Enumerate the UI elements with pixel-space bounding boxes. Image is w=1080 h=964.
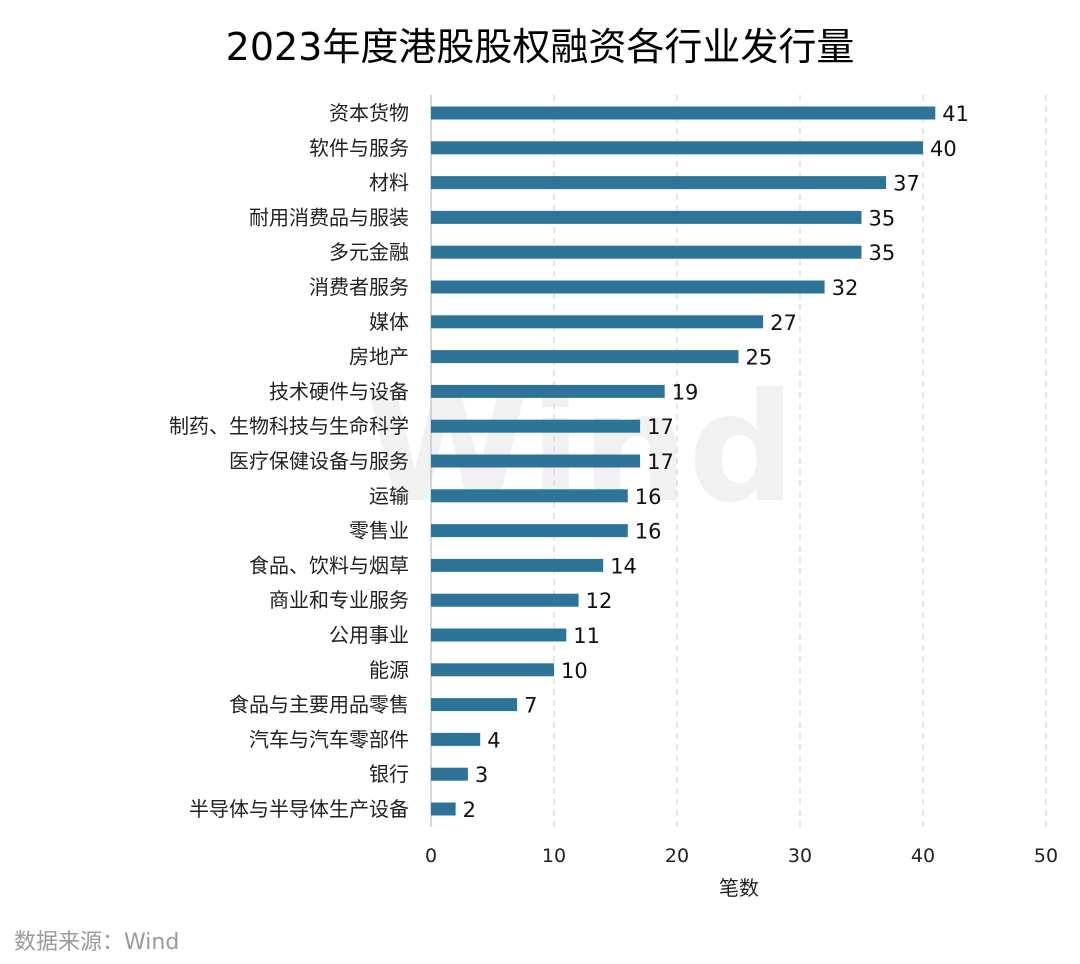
value-label: 10 — [561, 659, 588, 683]
value-label: 41 — [942, 102, 969, 126]
value-label: 27 — [770, 311, 797, 335]
bar — [431, 732, 481, 746]
category-label: 食品、饮料与烟草 — [249, 553, 409, 577]
category-label: 公用事业 — [329, 623, 409, 647]
category-label: 银行 — [369, 762, 409, 786]
bar — [431, 141, 923, 155]
category-label: 资本货物 — [329, 101, 409, 125]
bar — [431, 767, 468, 781]
category-label: 制药、生物科技与生命科学 — [169, 414, 409, 438]
bar — [431, 384, 665, 398]
category-label: 房地产 — [349, 345, 409, 369]
value-label: 11 — [573, 624, 600, 648]
bar — [431, 593, 579, 607]
bar — [431, 315, 764, 329]
value-label: 35 — [869, 241, 896, 265]
category-label: 半导体与半导体生产设备 — [189, 797, 409, 821]
x-axis-ticks: 0 10 20 30 40 50 — [425, 845, 1058, 867]
category-label: 耐用消费品与服装 — [249, 205, 409, 229]
value-label: 3 — [475, 763, 488, 787]
chart-title: 2023年度港股股权融资各行业发行量 — [226, 25, 855, 69]
value-label: 37 — [893, 172, 920, 196]
category-label: 运输 — [369, 484, 409, 508]
bar — [431, 245, 862, 259]
value-label: 17 — [647, 450, 674, 474]
value-label: 12 — [586, 589, 613, 613]
category-label: 软件与服务 — [309, 136, 409, 160]
bar — [431, 663, 554, 677]
x-tick-label: 20 — [665, 845, 689, 867]
value-label: 19 — [672, 380, 699, 404]
value-label: 16 — [635, 485, 662, 509]
value-label: 32 — [832, 276, 859, 300]
x-tick-label: 10 — [542, 845, 566, 867]
x-tick-label: 50 — [1034, 845, 1058, 867]
bar — [431, 489, 628, 503]
value-label: 4 — [487, 728, 500, 752]
category-labels: 资本货物软件与服务材料耐用消费品与服装多元金融消费者服务媒体房地产技术硬件与设备… — [169, 101, 409, 821]
category-label: 零售业 — [349, 519, 409, 543]
category-label: 消费者服务 — [309, 275, 409, 299]
bar — [431, 454, 641, 468]
value-label: 2 — [463, 798, 476, 822]
bar — [431, 698, 518, 712]
value-label: 40 — [930, 137, 957, 161]
bar — [431, 524, 628, 538]
x-tick-label: 30 — [788, 845, 812, 867]
bar — [431, 106, 936, 120]
value-label: 14 — [610, 554, 637, 578]
bar — [431, 280, 825, 294]
value-label: 17 — [647, 415, 674, 439]
x-axis-title: 笔数 — [719, 876, 759, 900]
bar — [431, 210, 862, 224]
category-label: 商业和专业服务 — [269, 588, 409, 612]
value-label: 25 — [746, 346, 773, 370]
x-tick-label: 0 — [425, 845, 437, 867]
value-label: 35 — [869, 206, 896, 230]
bar — [431, 419, 641, 433]
category-label: 能源 — [369, 658, 409, 682]
category-label: 媒体 — [369, 310, 409, 334]
bar — [431, 558, 604, 572]
category-label: 汽车与汽车零部件 — [249, 727, 409, 751]
x-tick-label: 40 — [911, 845, 935, 867]
source-note: 数据来源：Wind — [14, 930, 179, 955]
value-label: 7 — [524, 694, 537, 718]
bars — [431, 106, 936, 816]
value-label: 16 — [635, 520, 662, 544]
bar — [431, 628, 567, 642]
bar — [431, 176, 887, 190]
category-label: 技术硬件与设备 — [269, 379, 409, 403]
bar — [431, 350, 739, 364]
category-label: 医疗保健设备与服务 — [229, 449, 409, 473]
bar — [431, 802, 456, 816]
category-label: 多元金融 — [329, 240, 409, 264]
category-label: 食品与主要用品零售 — [229, 693, 409, 717]
category-label: 材料 — [369, 171, 409, 195]
